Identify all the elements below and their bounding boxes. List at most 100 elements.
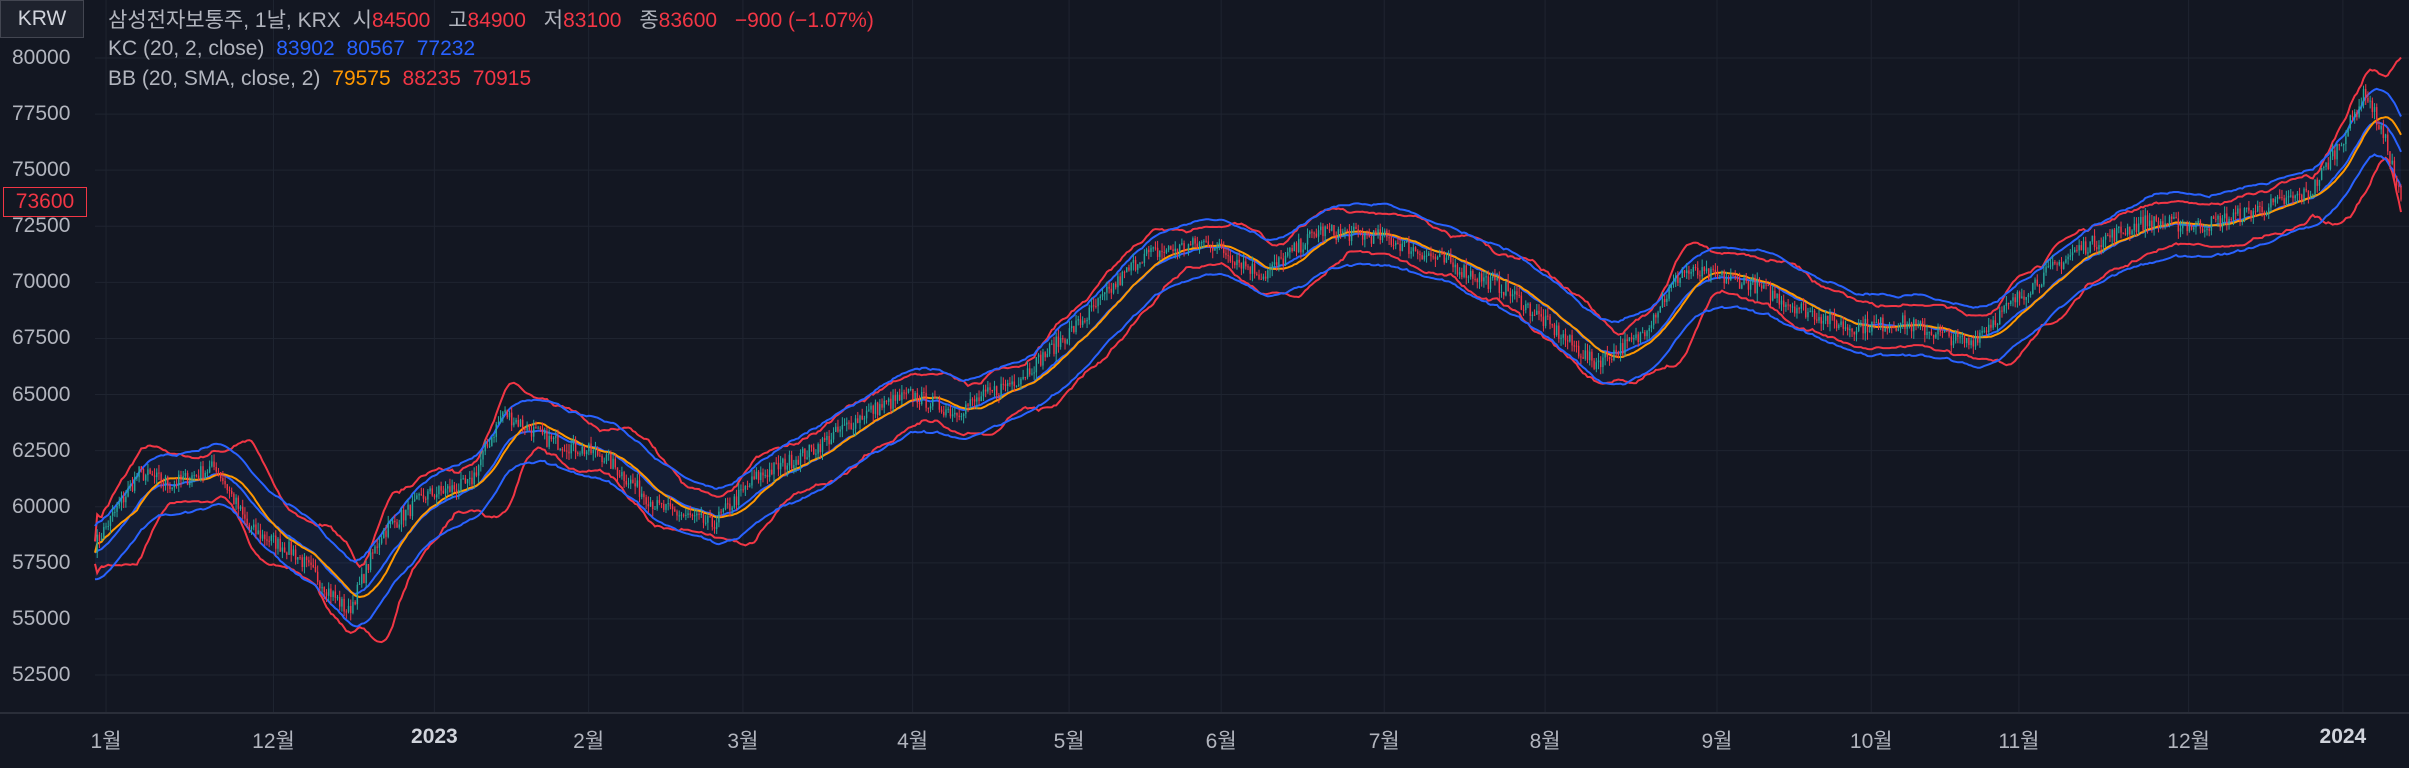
bollinger-lower-band (94, 156, 2402, 644)
keltner-legend[interactable]: KC (20, 2, close) 83902 80567 77232 (108, 37, 481, 61)
price-change: −900 (−1.07%) (734, 9, 874, 32)
candle-body (652, 501, 654, 510)
candle-body (253, 524, 255, 528)
candle-body (1450, 256, 1452, 263)
candle-body (321, 587, 323, 589)
candle-body (506, 409, 508, 418)
candle-body (757, 471, 760, 481)
candle-body (603, 461, 605, 463)
symbol-legend[interactable]: 삼성전자보통주, 1날, KRX 시84500 고84900 저83100 종8… (108, 4, 880, 34)
candle-body (2182, 224, 2184, 229)
bollinger-legend[interactable]: BB (20, SMA, close, 2) 79575 88235 70915 (108, 67, 537, 91)
candle-body (200, 466, 202, 479)
candle-body (2032, 283, 2034, 294)
candle-body (2076, 249, 2078, 251)
candle-body (1075, 320, 1077, 333)
candle-body (2312, 194, 2314, 196)
candle-body (1588, 351, 1591, 361)
candle-body (2272, 198, 2274, 203)
candle-body (1871, 321, 1873, 332)
candle-body (1267, 270, 1269, 279)
candle-body (610, 453, 612, 469)
candle-body (2014, 297, 2016, 303)
candle-body (865, 410, 868, 419)
candle-body (294, 549, 297, 560)
open-label: 시 (352, 9, 372, 32)
candle-body (1483, 277, 1485, 282)
candle-body (773, 462, 775, 475)
time-tick-label: 10월 (1849, 730, 1893, 753)
candle-body (372, 552, 374, 554)
candle-body (517, 419, 519, 427)
candle-body (1035, 357, 1038, 373)
candle-body (1331, 225, 1333, 231)
candle-body (1223, 247, 1225, 254)
candle-body (427, 491, 429, 500)
last-price-label: 73600 (3, 187, 87, 217)
candle-body (2369, 100, 2371, 102)
candle-body (649, 501, 652, 507)
candle-body (1236, 259, 1238, 266)
candle-body (2146, 215, 2149, 226)
candle-body (411, 500, 414, 517)
candle-body (1935, 334, 1937, 338)
candle-body (515, 419, 517, 423)
candle-body (438, 486, 440, 495)
candle-body (2058, 261, 2061, 265)
candle-body (2274, 199, 2277, 203)
candle-body (241, 506, 244, 515)
candle-body (2142, 216, 2144, 231)
candle-body (2400, 186, 2402, 200)
candle-body (890, 398, 892, 409)
candle-body (1593, 360, 1595, 369)
candle-body (945, 409, 947, 416)
currency-button[interactable]: KRW (0, 0, 84, 38)
candle-body (1315, 233, 1318, 237)
candle-body (1752, 277, 1754, 283)
candle-body (1018, 384, 1020, 386)
candle-body (1037, 354, 1040, 358)
candle-body (2118, 226, 2120, 229)
candle-body (2228, 218, 2230, 225)
candle-body (288, 541, 290, 555)
candle-body (775, 462, 777, 464)
candle-body (341, 598, 343, 607)
candle-body (1377, 229, 1379, 235)
candle-body (1902, 315, 1904, 323)
candle-body (1209, 247, 1212, 249)
candle-body (713, 526, 716, 529)
candle-body (387, 523, 389, 537)
candle-body (2283, 198, 2285, 204)
candle-body (1320, 226, 1322, 231)
candle-body (142, 468, 145, 481)
candle-body (1112, 283, 1115, 293)
candle-body (762, 472, 764, 476)
candle-body (2250, 210, 2252, 218)
candle-body (367, 564, 370, 570)
candle-body (261, 534, 264, 539)
candle-body (881, 404, 883, 408)
candle-body (1326, 226, 1329, 229)
candle-body (1514, 291, 1516, 295)
candle-body (943, 411, 945, 416)
candle-body (614, 458, 617, 468)
candle-body (118, 503, 120, 507)
candle-body (299, 557, 301, 559)
candle-body (735, 496, 738, 505)
candle-body (1181, 243, 1183, 245)
candle-body (828, 436, 830, 445)
candle-body (1103, 292, 1106, 295)
candle-body (1999, 310, 2001, 325)
candle-body (1802, 303, 1805, 305)
candle-body (1110, 288, 1113, 293)
candle-body (510, 412, 513, 426)
candle-body (1170, 246, 1172, 250)
candle-body (1002, 383, 1005, 385)
candle-body (416, 495, 418, 500)
candle-body (982, 389, 985, 397)
candle-body (1000, 383, 1002, 396)
grid-lines (95, 0, 2409, 713)
candle-body (1831, 312, 1833, 315)
candle-body (2373, 107, 2376, 112)
